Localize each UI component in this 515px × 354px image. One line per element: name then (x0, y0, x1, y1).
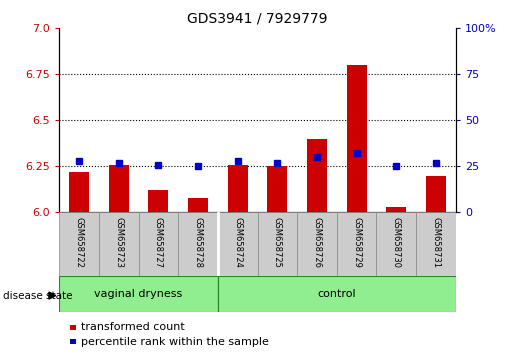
Text: control: control (317, 289, 356, 299)
Text: transformed count: transformed count (81, 322, 184, 332)
Bar (386, 207, 406, 212)
Bar (258, 212, 297, 276)
Polygon shape (49, 292, 56, 299)
Bar (139, 212, 178, 276)
Bar (218, 212, 258, 276)
Text: GSM658731: GSM658731 (432, 217, 440, 268)
Bar (218, 276, 456, 312)
Text: GSM658725: GSM658725 (273, 217, 282, 268)
Title: GDS3941 / 7929779: GDS3941 / 7929779 (187, 12, 328, 26)
Bar (70, 339, 76, 344)
Bar (188, 198, 208, 212)
Text: GSM658722: GSM658722 (75, 217, 83, 268)
Bar (99, 212, 139, 276)
Text: percentile rank within the sample: percentile rank within the sample (81, 337, 269, 347)
Text: vaginal dryness: vaginal dryness (94, 289, 183, 299)
Bar (376, 212, 416, 276)
Text: GSM658724: GSM658724 (233, 217, 242, 268)
Bar (228, 165, 248, 212)
Bar (337, 212, 376, 276)
Text: GSM658729: GSM658729 (352, 217, 361, 268)
Bar (416, 212, 456, 276)
Bar (148, 190, 168, 212)
Bar (59, 276, 218, 312)
Text: GSM658730: GSM658730 (392, 217, 401, 268)
Bar (70, 325, 76, 330)
Bar (307, 139, 327, 212)
Bar (347, 65, 367, 212)
Bar (267, 166, 287, 212)
Text: GSM658723: GSM658723 (114, 217, 123, 268)
Bar (426, 176, 446, 212)
Bar (178, 212, 218, 276)
Text: disease state: disease state (3, 291, 72, 301)
Text: GSM658728: GSM658728 (194, 217, 202, 268)
Text: GSM658727: GSM658727 (154, 217, 163, 268)
Bar (297, 212, 337, 276)
Bar (59, 212, 99, 276)
Bar (69, 172, 89, 212)
Text: GSM658726: GSM658726 (313, 217, 321, 268)
Bar (109, 165, 129, 212)
